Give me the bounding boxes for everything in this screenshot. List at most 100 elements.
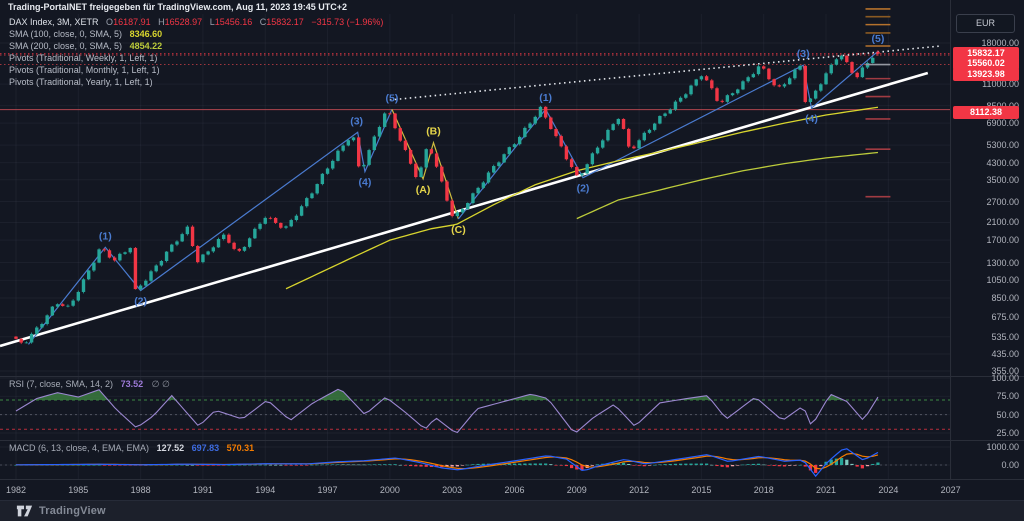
macd-signal-value: 570.31: [226, 443, 255, 453]
legend-sma100-row[interactable]: SMA (100, close, 0, SMA, 5) 8346.60: [9, 28, 383, 40]
time-tick: 2021: [816, 485, 837, 495]
pivots-yearly-label: Pivots (Traditional, Yearly, 1, Left, 1): [9, 77, 153, 87]
time-tick: 1994: [255, 485, 276, 495]
time-tick: 1988: [130, 485, 151, 495]
price-badge: 15560.02: [953, 57, 1019, 70]
price-tick: 1300.00: [986, 257, 1019, 268]
time-tick: 2012: [629, 485, 650, 495]
wave-label: (A): [416, 184, 431, 196]
sma200-value: 4854.22: [129, 41, 163, 51]
price-tick: 1700.00: [986, 235, 1019, 246]
low-key: L: [209, 17, 215, 27]
legend-pivots-yearly-row[interactable]: Pivots (Traditional, Yearly, 1, Left, 1): [9, 76, 383, 88]
trendline-wave-impulse-1: [27, 109, 393, 345]
open-key: O: [106, 17, 114, 27]
price-badge: 13923.98: [953, 68, 1019, 81]
pivots-monthly-label: Pivots (Traditional, Monthly, 1, Left, 1…: [9, 65, 160, 75]
wave-label: (3): [350, 115, 363, 127]
macd-hist-value: 127.52: [156, 443, 185, 453]
footer-bar: TradingView: [0, 500, 1024, 521]
time-tick: 1985: [68, 485, 89, 495]
main-legend: DAX Index, 3M, XETR O16187.91 H16528.97 …: [9, 16, 383, 88]
legend-sma200-row[interactable]: SMA (200, close, 0, SMA, 5) 4854.22: [9, 40, 383, 52]
wave-label: (2): [134, 296, 147, 308]
wave-label: (C): [451, 224, 466, 236]
sma100-label: SMA (100, close, 0, SMA, 5): [9, 29, 123, 39]
time-tick: 1997: [317, 485, 338, 495]
price-tick: 2100.00: [986, 217, 1019, 228]
pivots-weekly-label: Pivots (Traditional, Weekly, 1, Left, 1): [9, 53, 158, 63]
time-tick: 2000: [379, 485, 400, 495]
wave-label: (4): [805, 113, 818, 125]
price-badge: 15832.17: [953, 47, 1019, 60]
price-axis[interactable]: EUR 18000.00 11000.00 8500.00 6900.00 5300.0…: [950, 0, 1024, 479]
price-tick: 1050.00: [986, 275, 1019, 286]
close-value: 15832.17: [266, 17, 304, 27]
tradingview-logo-icon[interactable]: [16, 504, 33, 518]
price-tick: 3500.00: [986, 174, 1019, 185]
legend-pivots-weekly-row[interactable]: Pivots (Traditional, Weekly, 1, Left, 1): [9, 52, 383, 64]
rsi-hidden-values: ∅ ∅: [151, 379, 170, 389]
legend-pivots-monthly-row[interactable]: Pivots (Traditional, Monthly, 1, Left, 1…: [9, 64, 383, 76]
low-value: 15456.16: [214, 17, 253, 27]
wave-label: (3): [797, 48, 810, 60]
wave-label: (B): [426, 126, 441, 138]
rsi-tick: 100.00: [991, 373, 1019, 383]
price-tick: 675.00: [991, 312, 1019, 323]
macd-tick: 1000.00: [986, 442, 1019, 452]
price-tick: 5300.00: [986, 140, 1019, 151]
price-tick: 535.00: [991, 331, 1019, 342]
price-tick: 850.00: [991, 293, 1019, 304]
close-key: C: [259, 17, 267, 27]
rsi-tick: 75.00: [996, 391, 1019, 402]
trendline-wave-abc: [391, 109, 459, 220]
publication-header: Trading-PortalNET freigegeben für Tradin…: [8, 2, 348, 12]
rsi-value: 73.52: [120, 379, 144, 389]
price-tick: 11000.00: [982, 79, 1019, 90]
time-tick: 2015: [691, 485, 712, 495]
wave-label: (4): [359, 177, 372, 189]
time-tick: 1991: [192, 485, 213, 495]
time-tick: 2024: [878, 485, 899, 495]
open-value: 16187.91: [113, 17, 151, 27]
trendline-resistance-dotted: [389, 45, 941, 101]
legend-symbol-row[interactable]: DAX Index, 3M, XETR O16187.91 H16528.97 …: [9, 16, 383, 28]
price-tick: 8500.00: [986, 101, 1019, 111]
change-value: −315.73 (−1.96%): [311, 17, 384, 27]
symbol-title: DAX Index, 3M, XETR: [9, 17, 99, 27]
macd-tick: 0.00: [1001, 460, 1019, 470]
price-tick: 355.00: [991, 366, 1019, 376]
price-tick: 435.00: [991, 349, 1019, 360]
macd-label: MACD (6, 13, close, 4, EMA, EMA): [9, 443, 150, 453]
high-value: 16528.97: [164, 17, 203, 27]
wave-label: (5): [872, 33, 885, 45]
time-axis[interactable]: 1982 1985 1988 1991 1994 1997 2000 2003 2006 2009…: [0, 479, 1024, 501]
time-tick: 2009: [566, 485, 587, 495]
time-tick: 2027: [940, 485, 961, 495]
wave-label: (5): [386, 92, 399, 104]
wave-label: (1): [539, 92, 552, 104]
wave-label: (2): [577, 183, 590, 195]
macd-legend-row[interactable]: MACD (6, 13, close, 4, EMA, EMA) 127.52 …: [9, 443, 254, 453]
high-key: H: [158, 17, 165, 27]
rsi-tick: 50.00: [996, 409, 1019, 420]
time-tick: 2003: [442, 485, 463, 495]
rsi-label: RSI (7, close, SMA, 14, 2): [9, 379, 114, 389]
price-tick: 6900.00: [986, 118, 1019, 129]
currency-button[interactable]: EUR: [956, 14, 1015, 33]
macd-line-value: 697.83: [191, 443, 220, 453]
wave-label: (1): [99, 230, 112, 242]
rsi-tick: 25.00: [996, 427, 1019, 438]
sma100-value: 8346.60: [129, 29, 163, 39]
rsi-legend-row[interactable]: RSI (7, close, SMA, 14, 2) 73.52 ∅ ∅: [9, 379, 170, 390]
price-tick: 18000.00: [981, 38, 1019, 48]
time-tick: 1982: [5, 485, 27, 495]
price-badge: 8112.38: [953, 106, 1019, 119]
tradingview-brand[interactable]: TradingView: [39, 505, 106, 517]
price-tick: 2700.00: [986, 196, 1019, 207]
time-tick: 2006: [504, 485, 525, 495]
sma200-label: SMA (200, close, 0, SMA, 5): [9, 41, 123, 51]
time-tick: 2018: [753, 485, 774, 495]
